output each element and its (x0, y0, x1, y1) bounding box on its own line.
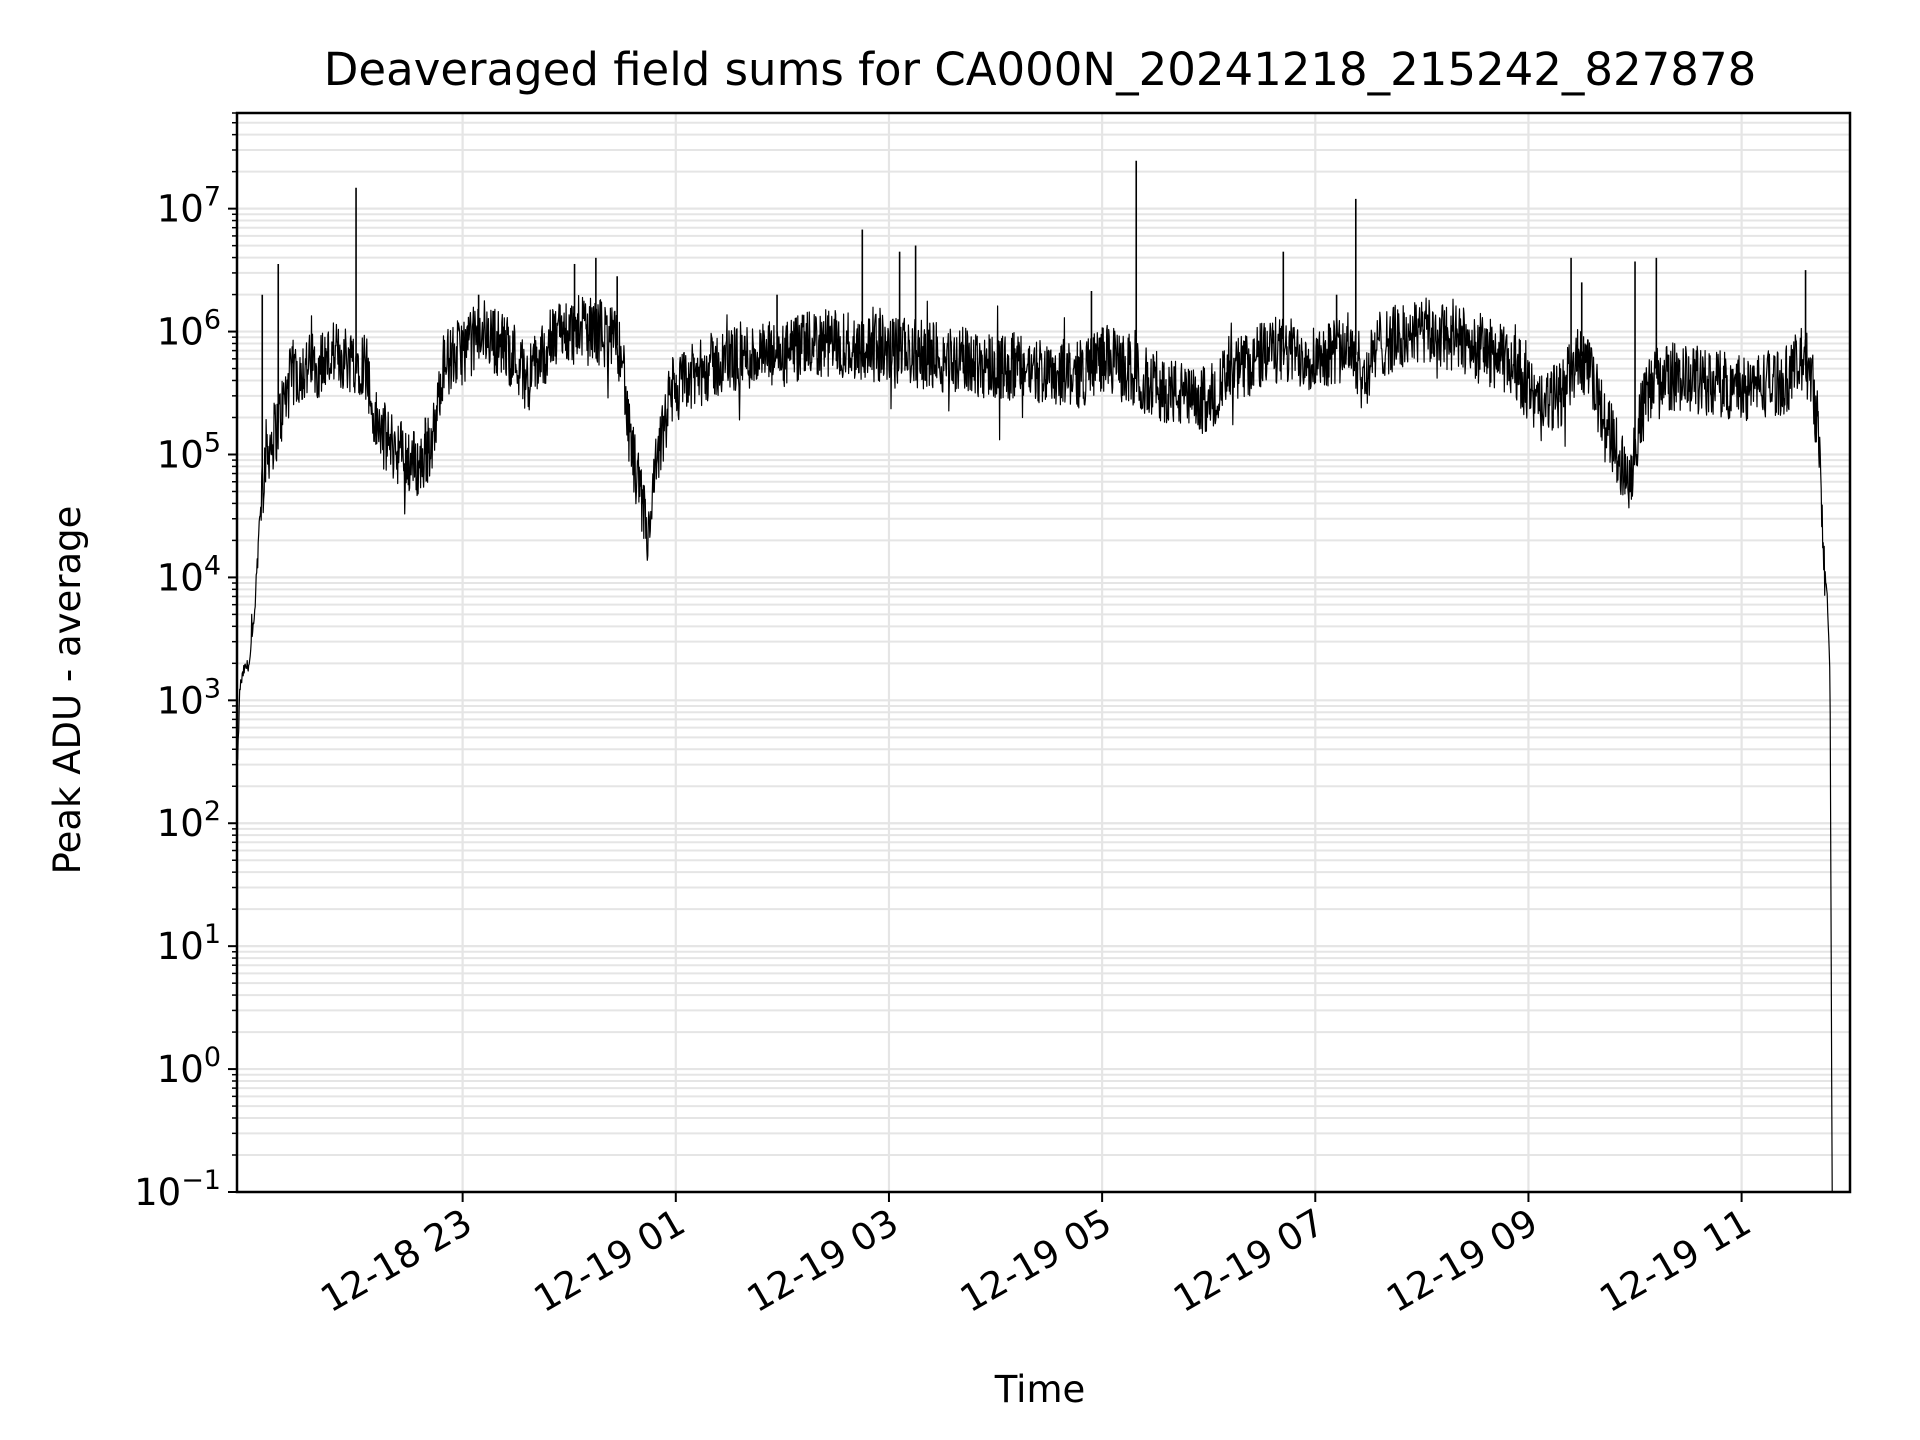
y-tick-label: 100 (157, 1042, 221, 1091)
plot-frame (235, 111, 1852, 1194)
chart-title: Deaveraged field sums for CA000N_2024121… (324, 43, 1756, 96)
series-layer (237, 160, 1833, 1193)
x-axis-label: Time (994, 1368, 1086, 1411)
y-tick-label: 102 (157, 796, 221, 845)
y-axis-label: Peak ADU - average (46, 506, 89, 875)
grid (237, 112, 1850, 1194)
y-tick-label: 106 (157, 305, 221, 354)
y-tick-label: 10−1 (134, 1165, 221, 1214)
y-tick-label: 105 (157, 427, 221, 476)
y-tick-label: 104 (157, 550, 221, 599)
y-tick-label: 103 (157, 673, 221, 722)
series-line (237, 295, 1833, 1193)
y-tick-label: 101 (157, 919, 221, 968)
y-tick-label: 107 (157, 182, 221, 231)
